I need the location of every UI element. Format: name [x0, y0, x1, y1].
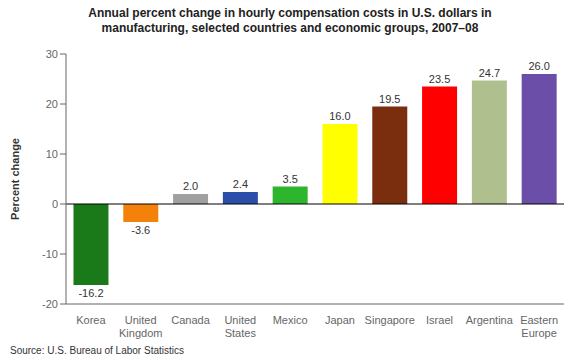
svg-text:23.5: 23.5: [429, 73, 450, 85]
svg-text:19.5: 19.5: [379, 93, 400, 105]
svg-text:EasternEurope: EasternEurope: [520, 314, 558, 339]
svg-text:-20: -20: [42, 298, 58, 310]
html-text:Source: U.S. Bureau of Labor S: Source: U.S. Bureau of Labor Statistics: [10, 345, 184, 356]
html-text:Annual percent change in hourl: Annual percent change in hourly compensa…: [88, 6, 492, 20]
svg-text:0: 0: [52, 198, 58, 210]
svg-text:UnitedKingdom: UnitedKingdom: [119, 314, 162, 339]
svg-text:2.4: 2.4: [233, 178, 248, 190]
svg-text:2.0: 2.0: [183, 180, 198, 192]
svg-text:Japan: Japan: [325, 314, 355, 326]
svg-text:Israel: Israel: [426, 314, 453, 326]
svg-text:30: 30: [46, 48, 58, 60]
svg-text:24.7: 24.7: [479, 67, 500, 79]
svg-text:26.0: 26.0: [528, 60, 549, 72]
svg-text:16.0: 16.0: [329, 110, 350, 122]
svg-text:Korea: Korea: [76, 314, 106, 326]
html-text:manufacturing, selected countr: manufacturing, selected countries and ec…: [101, 21, 479, 35]
svg-text:10: 10: [46, 148, 58, 160]
svg-text:-16.2: -16.2: [78, 287, 103, 299]
svg-text:3.5: 3.5: [283, 173, 298, 185]
svg-text:20: 20: [46, 98, 58, 110]
svg-text:Canada: Canada: [171, 314, 210, 326]
svg-text:UnitedStates: UnitedStates: [224, 314, 256, 339]
svg-text:Argentina: Argentina: [466, 314, 514, 326]
svg-text:Singapore: Singapore: [365, 314, 415, 326]
svg-text:-10: -10: [42, 248, 58, 260]
svg-text:-3.6: -3.6: [131, 224, 150, 236]
svg-text:Percent change: Percent change: [9, 138, 21, 220]
svg-text:Mexico: Mexico: [273, 314, 308, 326]
